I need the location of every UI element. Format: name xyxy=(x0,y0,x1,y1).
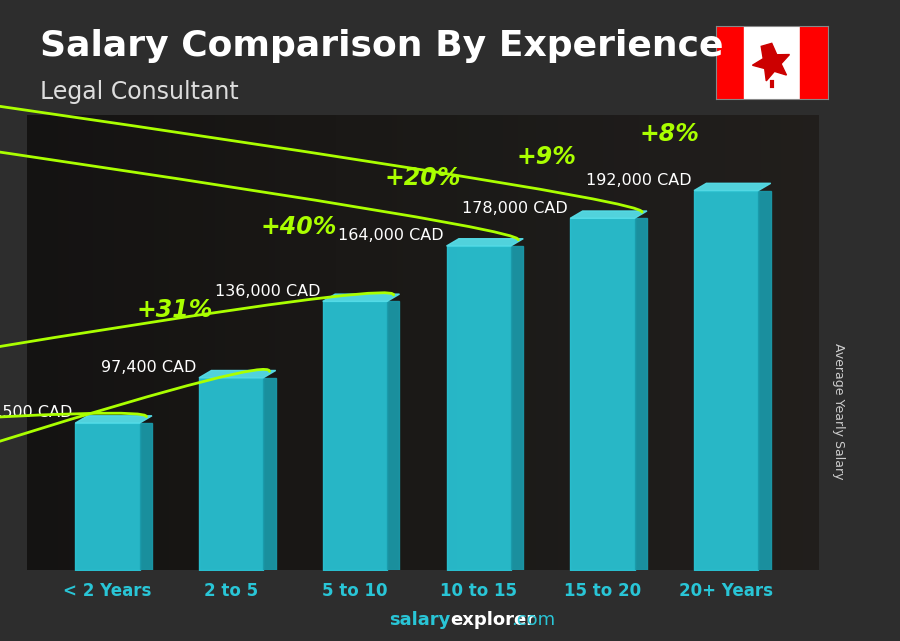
Polygon shape xyxy=(323,294,400,301)
Polygon shape xyxy=(694,183,770,190)
Text: Legal Consultant: Legal Consultant xyxy=(40,80,239,104)
Polygon shape xyxy=(752,44,789,81)
Bar xyxy=(800,26,828,99)
Text: salary: salary xyxy=(389,612,450,629)
Bar xyxy=(716,26,743,99)
Polygon shape xyxy=(199,370,275,378)
Polygon shape xyxy=(634,219,647,570)
Bar xyxy=(743,26,800,99)
Text: +20%: +20% xyxy=(384,166,461,190)
Polygon shape xyxy=(759,190,770,570)
Text: 136,000 CAD: 136,000 CAD xyxy=(215,284,320,299)
Text: Salary Comparison By Experience: Salary Comparison By Experience xyxy=(40,29,724,63)
Text: Average Yearly Salary: Average Yearly Salary xyxy=(832,343,845,479)
Polygon shape xyxy=(387,301,400,570)
Polygon shape xyxy=(76,416,152,423)
Polygon shape xyxy=(140,423,152,570)
Polygon shape xyxy=(264,378,275,570)
Polygon shape xyxy=(446,238,523,246)
Text: +40%: +40% xyxy=(260,215,337,238)
Text: +9%: +9% xyxy=(517,145,576,169)
Text: 74,500 CAD: 74,500 CAD xyxy=(0,405,73,420)
Polygon shape xyxy=(571,211,647,219)
Text: 97,400 CAD: 97,400 CAD xyxy=(101,360,196,375)
Text: 164,000 CAD: 164,000 CAD xyxy=(338,228,444,243)
Polygon shape xyxy=(511,246,523,570)
Text: 178,000 CAD: 178,000 CAD xyxy=(462,201,568,215)
Text: 192,000 CAD: 192,000 CAD xyxy=(586,173,691,188)
Text: +8%: +8% xyxy=(640,122,700,146)
Text: .com: .com xyxy=(511,612,555,629)
Text: +31%: +31% xyxy=(137,298,213,322)
Text: explorer: explorer xyxy=(450,612,536,629)
